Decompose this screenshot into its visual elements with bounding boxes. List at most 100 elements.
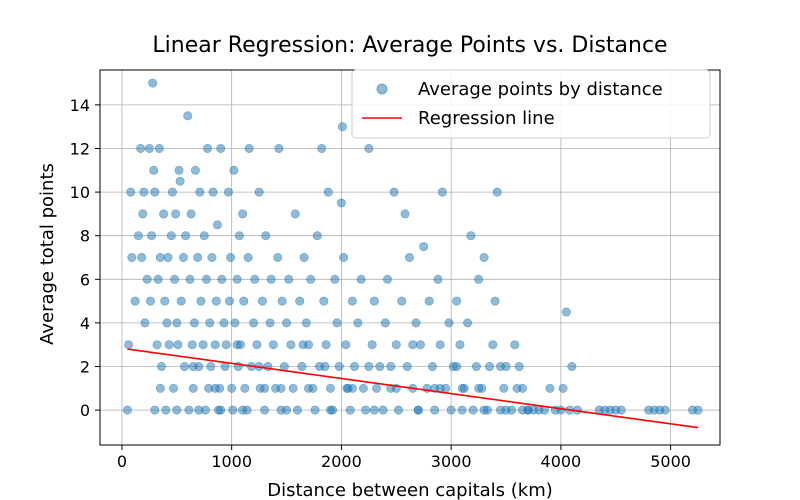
- data-point: [433, 274, 443, 284]
- data-point: [332, 318, 342, 328]
- data-point: [393, 405, 403, 415]
- data-point: [173, 340, 183, 350]
- data-point: [243, 253, 253, 263]
- data-point: [463, 318, 473, 328]
- data-point: [216, 405, 226, 415]
- y-tick-label: 4: [80, 314, 90, 333]
- data-point: [488, 340, 498, 350]
- data-point: [154, 143, 164, 153]
- data-point: [169, 383, 179, 393]
- data-point: [164, 340, 174, 350]
- data-point: [203, 143, 213, 153]
- data-point: [153, 274, 163, 284]
- data-point: [171, 209, 181, 219]
- data-point: [193, 253, 203, 263]
- data-point: [133, 231, 143, 241]
- data-point: [474, 383, 484, 393]
- data-point: [244, 143, 254, 153]
- data-point: [142, 274, 152, 284]
- data-point: [172, 405, 182, 415]
- data-point: [187, 340, 197, 350]
- data-point: [496, 362, 506, 372]
- legend-box: [351, 69, 711, 139]
- data-point: [330, 274, 340, 284]
- data-point: [265, 318, 275, 328]
- data-point: [221, 340, 231, 350]
- data-point: [284, 274, 294, 284]
- data-point: [301, 318, 311, 328]
- data-point: [386, 362, 396, 372]
- data-point: [273, 253, 283, 263]
- data-point: [227, 383, 237, 393]
- data-point: [152, 340, 162, 350]
- data-point: [167, 187, 177, 197]
- data-point: [211, 296, 221, 306]
- data-point: [310, 405, 320, 415]
- data-point: [556, 405, 566, 415]
- data-point: [312, 231, 322, 241]
- data-point: [150, 405, 160, 415]
- data-point: [415, 340, 425, 350]
- chart-title: Linear Regression: Average Points vs. Di…: [152, 33, 667, 58]
- data-point: [435, 340, 445, 350]
- y-tick-label: 6: [80, 270, 90, 289]
- data-point: [194, 405, 204, 415]
- data-point: [466, 231, 476, 241]
- data-point: [523, 405, 533, 415]
- y-tick-label: 0: [80, 401, 90, 420]
- data-point: [479, 405, 489, 415]
- data-point: [144, 143, 154, 153]
- data-point: [172, 318, 182, 328]
- data-point: [452, 296, 462, 306]
- data-point: [693, 405, 703, 415]
- data-point: [230, 318, 240, 328]
- data-point: [338, 122, 348, 132]
- data-point: [159, 209, 169, 219]
- data-point: [400, 209, 410, 219]
- regression-line: [127, 348, 699, 429]
- data-point: [184, 405, 194, 415]
- data-point: [303, 383, 313, 393]
- data-point: [383, 274, 393, 284]
- y-tick-label: 8: [80, 227, 90, 246]
- data-point: [545, 383, 555, 393]
- data-point: [260, 405, 270, 415]
- data-point: [156, 362, 166, 372]
- axis-ticks: 0 1000 2000 3000 4000 5000 0 2 4 6 8 10 12 14: [70, 96, 691, 471]
- data-point: [430, 405, 440, 415]
- data-point: [145, 296, 155, 306]
- data-point: [452, 362, 462, 372]
- data-point: [444, 318, 454, 328]
- data-point: [558, 383, 568, 393]
- data-point: [499, 383, 509, 393]
- data-point: [140, 318, 150, 328]
- data-point: [166, 231, 176, 241]
- data-point: [282, 318, 292, 328]
- data-point: [404, 253, 414, 263]
- data-point: [358, 383, 368, 393]
- data-point: [369, 405, 379, 415]
- data-point: [276, 383, 286, 393]
- data-point: [226, 253, 236, 263]
- x-tick-label: 0: [117, 452, 127, 471]
- data-point: [178, 253, 188, 263]
- legend-marker-scatter: [376, 83, 388, 95]
- data-point: [124, 340, 134, 350]
- data-point: [190, 165, 200, 175]
- data-point: [361, 405, 371, 415]
- data-point: [334, 362, 344, 372]
- data-point: [163, 253, 173, 263]
- data-point: [126, 187, 136, 197]
- data-point: [325, 383, 335, 393]
- data-point: [210, 383, 220, 393]
- data-point: [660, 405, 670, 415]
- data-point: [238, 209, 248, 219]
- data-point: [411, 318, 421, 328]
- data-point: [179, 362, 189, 372]
- data-point: [391, 340, 401, 350]
- data-point: [268, 340, 278, 350]
- data-point: [249, 318, 259, 328]
- data-point: [419, 242, 429, 252]
- data-point: [277, 296, 287, 306]
